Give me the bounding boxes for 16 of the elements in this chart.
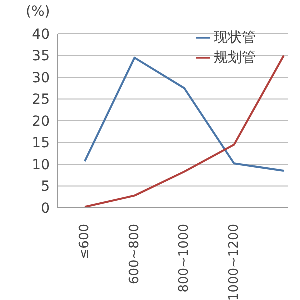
y-tick-label: 5 — [41, 179, 50, 196]
x-tick-label: 800~1000 — [177, 224, 192, 293]
x-tick-label: 600~800 — [127, 224, 142, 285]
y-tick-label: 40 — [32, 26, 50, 43]
legend-label: 现状管 — [214, 30, 256, 46]
y-tick-label: 15 — [32, 136, 50, 152]
legend-label: 规划管 — [214, 50, 256, 66]
x-tick-label: 1000~1200 — [226, 224, 242, 300]
y-axis-title: (%) — [26, 4, 50, 20]
y-tick-label: 30 — [32, 70, 50, 86]
x-tick-label: ≤600 — [78, 224, 92, 260]
y-tick-label: 20 — [32, 114, 50, 130]
y-tick-label: 35 — [32, 48, 50, 65]
y-tick-label: 10 — [32, 157, 50, 174]
y-tick-label: 0 — [41, 200, 50, 217]
y-tick-label: 25 — [32, 92, 50, 108]
